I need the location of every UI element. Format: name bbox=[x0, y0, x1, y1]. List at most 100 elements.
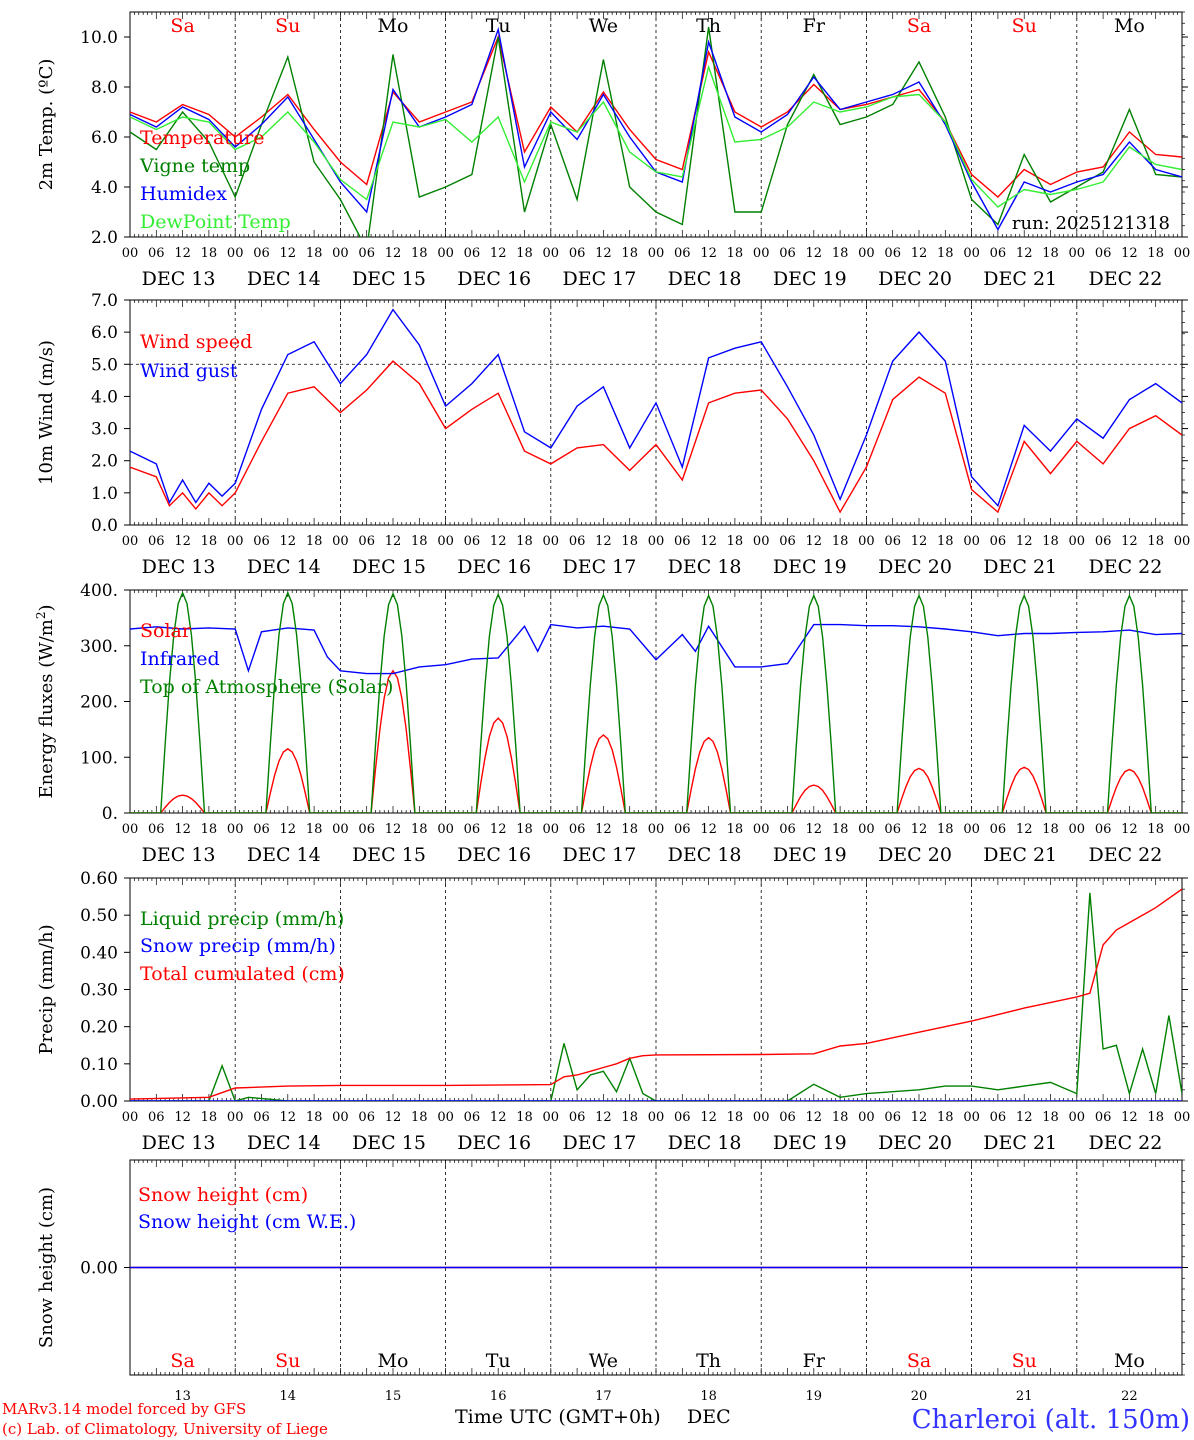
y-tick-label: 2.0 bbox=[91, 228, 118, 248]
hour-label: 00 bbox=[543, 246, 560, 261]
hour-label: 00 bbox=[1069, 534, 1086, 549]
weekday-label: Su bbox=[275, 15, 300, 37]
date-label: DEC 20 bbox=[878, 844, 952, 866]
hour-label: 18 bbox=[411, 822, 428, 837]
hour-label: 00 bbox=[437, 534, 454, 549]
hour-label: 00 bbox=[858, 246, 875, 261]
hour-label: 06 bbox=[253, 1110, 270, 1125]
hour-label: 00 bbox=[648, 534, 665, 549]
date-label: DEC 17 bbox=[562, 1132, 636, 1154]
y-tick-label: 0.0 bbox=[91, 516, 118, 536]
y-tick-label: 7.0 bbox=[91, 291, 118, 311]
hour-label: 12 bbox=[174, 534, 191, 549]
y-tick-label: 8.0 bbox=[91, 78, 118, 98]
weekday-label: Sa bbox=[907, 15, 931, 37]
date-label: DEC 17 bbox=[562, 844, 636, 866]
weekday-label: Su bbox=[1012, 15, 1037, 37]
hour-label: 12 bbox=[490, 822, 507, 837]
date-label: DEC 22 bbox=[1088, 556, 1162, 578]
series-total-cumulated-cm- bbox=[130, 888, 1182, 1100]
hour-label: 06 bbox=[990, 1110, 1007, 1125]
hour-label: 18 bbox=[937, 822, 954, 837]
hour-label: 06 bbox=[569, 1110, 586, 1125]
date-label: DEC 19 bbox=[773, 844, 847, 866]
hour-label: 00 bbox=[1069, 1110, 1086, 1125]
hour-label: 06 bbox=[148, 1110, 165, 1125]
panel-frame bbox=[129, 299, 1183, 526]
hour-label: 00 bbox=[963, 1110, 980, 1125]
date-label: DEC 21 bbox=[983, 268, 1057, 290]
hour-label: 12 bbox=[385, 534, 402, 549]
hour-label: 18 bbox=[516, 534, 533, 549]
hour-label: 12 bbox=[911, 1110, 928, 1125]
hour-label: 06 bbox=[779, 534, 796, 549]
legend-entry: DewPoint Temp bbox=[140, 211, 291, 233]
hour-label: 06 bbox=[884, 1110, 901, 1125]
y-tick-label: 4.0 bbox=[91, 178, 118, 198]
hour-label: 00 bbox=[227, 246, 244, 261]
hour-label: 18 bbox=[621, 1110, 638, 1125]
date-label: DEC 20 bbox=[878, 1132, 952, 1154]
legend-entry: Liquid precip (mm/h) bbox=[140, 908, 344, 930]
legend-entry: Solar bbox=[140, 620, 192, 642]
hour-label: 18 bbox=[1042, 534, 1059, 549]
station-name: Charleroi (alt. 150m) bbox=[912, 1405, 1190, 1435]
date-label: DEC 16 bbox=[457, 1132, 531, 1154]
hour-label: 06 bbox=[884, 822, 901, 837]
y-tick-label: 5.0 bbox=[91, 355, 118, 375]
weekday-label: Su bbox=[275, 1350, 300, 1372]
hour-label: 00 bbox=[1174, 822, 1191, 837]
series-wind-gust bbox=[130, 308, 1182, 508]
hour-label: 06 bbox=[148, 534, 165, 549]
date-label: DEC 22 bbox=[1088, 1132, 1162, 1154]
hour-label: 12 bbox=[280, 246, 297, 261]
date-label: DEC 14 bbox=[247, 1132, 321, 1154]
hour-label: 12 bbox=[806, 246, 823, 261]
day-number-label: 19 bbox=[806, 1389, 823, 1404]
hour-label: 06 bbox=[569, 822, 586, 837]
hour-label: 18 bbox=[832, 822, 849, 837]
hour-label: 12 bbox=[280, 534, 297, 549]
hour-label: 18 bbox=[832, 534, 849, 549]
day-number-label: 21 bbox=[1016, 1389, 1033, 1404]
y-tick-label: 0.20 bbox=[80, 1018, 118, 1038]
day-number-label: 16 bbox=[490, 1389, 507, 1404]
hour-label: 06 bbox=[674, 246, 691, 261]
y-tick-label: 0.30 bbox=[80, 981, 118, 1001]
weekday-label: Sa bbox=[907, 1350, 931, 1372]
date-label: DEC 18 bbox=[668, 268, 742, 290]
hour-label: 18 bbox=[621, 534, 638, 549]
hour-label: 00 bbox=[332, 246, 349, 261]
hour-label: 12 bbox=[385, 246, 402, 261]
hour-label: 18 bbox=[201, 246, 218, 261]
hour-label: 12 bbox=[700, 246, 717, 261]
date-label: DEC 13 bbox=[142, 844, 216, 866]
date-label: DEC 21 bbox=[983, 1132, 1057, 1154]
day-number-label: 14 bbox=[280, 1389, 297, 1404]
hour-label: 00 bbox=[437, 822, 454, 837]
hour-label: 18 bbox=[1147, 534, 1164, 549]
hour-label: 00 bbox=[227, 534, 244, 549]
date-label: DEC 16 bbox=[457, 844, 531, 866]
weekday-label: Fr bbox=[803, 15, 826, 37]
hour-label: 18 bbox=[201, 822, 218, 837]
hour-label: 12 bbox=[595, 246, 612, 261]
hour-label: 12 bbox=[490, 534, 507, 549]
legend-entry: Humidex bbox=[140, 183, 227, 205]
hour-label: 06 bbox=[779, 246, 796, 261]
hour-label: 00 bbox=[122, 246, 139, 261]
hour-label: 12 bbox=[280, 822, 297, 837]
hour-label: 00 bbox=[1174, 534, 1191, 549]
hour-label: 00 bbox=[543, 1110, 560, 1125]
legend-entry: Infrared bbox=[140, 648, 220, 670]
hour-label: 12 bbox=[595, 1110, 612, 1125]
weekday-label: Mo bbox=[1114, 15, 1145, 37]
hour-label: 00 bbox=[753, 1110, 770, 1125]
date-label: DEC 22 bbox=[1088, 268, 1162, 290]
y-axis-label: Precip (mm/h) bbox=[36, 924, 57, 1054]
legend-entry: Snow precip (mm/h) bbox=[140, 935, 336, 957]
hour-label: 12 bbox=[806, 822, 823, 837]
hour-label: 18 bbox=[1147, 822, 1164, 837]
hour-label: 12 bbox=[490, 1110, 507, 1125]
hour-label: 18 bbox=[306, 246, 323, 261]
